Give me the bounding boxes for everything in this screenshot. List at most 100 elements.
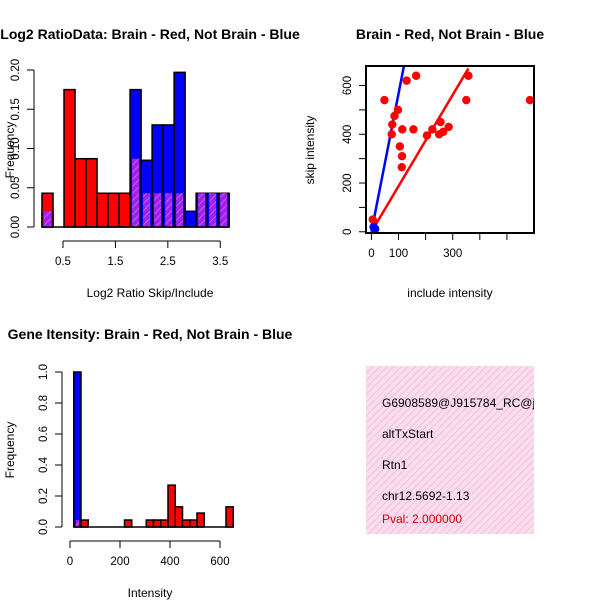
bar-brain — [74, 157, 87, 228]
intensity-histogram-title: Gene Itensity: Brain - Red, Not Brain - … — [8, 326, 293, 342]
bar-brain — [96, 192, 109, 228]
x-tick-label: 1.5 — [107, 256, 123, 268]
y-tick-label: 0.4 — [38, 456, 50, 473]
point-brain — [387, 130, 396, 139]
bar-overlap — [176, 193, 184, 227]
y-tick-label: 0.8 — [38, 395, 50, 411]
point-brain — [436, 117, 445, 127]
point-brain — [409, 125, 418, 134]
bar-brain — [181, 519, 191, 528]
point-brain — [388, 120, 397, 129]
info-pval: Pval: 2.000000 — [382, 512, 462, 526]
intensity-histogram-ylabel: Frequency — [3, 422, 17, 479]
bar-overlap — [165, 193, 173, 227]
point-not-brain — [371, 224, 380, 234]
x-tick-label: 0 — [368, 248, 374, 260]
point-brain — [368, 215, 377, 224]
point-brain — [395, 142, 405, 151]
x-tick-label: 600 — [210, 556, 229, 568]
point-brain — [464, 71, 473, 80]
plot-frame — [365, 65, 535, 234]
intensity-histogram-panel: Gene Itensity: Brain - Red, Not Brain - … — [3, 326, 293, 600]
y-tick-label: 0.0 — [38, 519, 50, 535]
bar-not-brain — [73, 371, 82, 528]
bar-brain — [160, 519, 169, 528]
bar-brain — [225, 506, 234, 528]
y-tick-label: 0.20 — [10, 59, 22, 81]
scatter-xlabel: include intensity — [407, 286, 492, 300]
bar-overlap — [209, 193, 217, 227]
bar-brain — [85, 157, 98, 228]
bar-brain — [63, 88, 76, 228]
point-brain — [397, 152, 407, 161]
y-tick-label: 0.2 — [38, 488, 50, 504]
info-gene-id: G6908589@J915784_RC@j — [382, 396, 535, 410]
y-tick-label: 0.00 — [10, 216, 22, 238]
point-brain — [422, 131, 432, 140]
ratio-histogram-xlabel: Log2 Ratio Skip/Include — [87, 286, 214, 300]
y-tick-label: 1.0 — [38, 364, 50, 380]
intensity-scatter-panel: Brain - Red, Not Brain - Blue 0 100 300 0 20… — [303, 26, 544, 300]
y-tick-label: 0 — [342, 229, 354, 235]
point-brain — [428, 125, 437, 134]
intensity-histogram-xlabel: Intensity — [128, 586, 173, 600]
point-brain — [393, 105, 403, 115]
y-tick-label: 600 — [342, 76, 354, 95]
point-brain — [397, 162, 406, 172]
ratio-histogram-title: Log2 RatioData: Brain - Red, Not Brain -… — [0, 26, 300, 42]
bar-brain — [167, 484, 176, 528]
point-brain — [398, 125, 407, 134]
bar-overlap — [143, 193, 151, 227]
info-gene-name: Rtn1 — [382, 458, 408, 472]
point-brain — [462, 95, 471, 105]
bar-brain — [145, 519, 155, 528]
y-tick-label: 0.05 — [10, 177, 22, 199]
point-brain — [411, 71, 421, 80]
y-tick-label: 0.15 — [10, 98, 22, 120]
fit-line-not-brain — [370, 65, 406, 233]
x-tick-label: 0.5 — [55, 256, 71, 268]
point-brain — [402, 76, 411, 85]
point-brain — [390, 111, 399, 121]
bar-overlap — [44, 211, 52, 227]
info-event-type: altTxStart — [382, 427, 434, 441]
y-tick-label: 0.10 — [10, 137, 22, 159]
point-brain — [444, 122, 453, 132]
bar-brain — [189, 519, 198, 528]
point-brain — [525, 95, 535, 105]
x-tick-label: 300 — [443, 248, 462, 260]
x-tick-label: 200 — [110, 556, 129, 568]
info-panel-background — [366, 366, 534, 534]
scatter-ylabel: skip intensity — [303, 116, 317, 185]
bar-overlap — [75, 520, 79, 527]
bar-overlap — [132, 158, 140, 227]
bar-overlap — [198, 193, 206, 227]
bar-overlap — [220, 193, 228, 227]
bar-brain — [196, 512, 205, 528]
x-tick-label: 2.5 — [160, 256, 176, 268]
info-location: chr12.5692-1.13 — [382, 489, 470, 503]
bar-overlap — [154, 193, 162, 227]
fit-line-brain — [370, 67, 470, 233]
bar-brain — [174, 506, 184, 528]
info-panel: G6908589@J915784_RC@j altTxStart Rtn1 ch… — [366, 366, 535, 534]
y-tick-label: 0.6 — [38, 426, 50, 442]
scatter-title: Brain - Red, Not Brain - Blue — [356, 26, 544, 42]
ratio-histogram-ylabel: Frequency — [3, 122, 17, 179]
x-tick-label: 0 — [67, 556, 73, 568]
x-tick-label: 3.5 — [212, 256, 228, 268]
point-brain — [380, 95, 389, 105]
bar-brain — [152, 519, 162, 528]
x-tick-label: 400 — [160, 556, 179, 568]
bar-brain — [107, 192, 120, 228]
info-panel-clip: G6908589@J915784_RC@j altTxStart Rtn1 ch… — [366, 366, 535, 534]
bar-brain — [80, 519, 89, 528]
bar-brain — [123, 519, 133, 528]
bar-brain — [118, 192, 131, 228]
bar-not-brain — [184, 210, 197, 228]
x-tick-label: 100 — [389, 248, 408, 260]
point-brain — [439, 127, 448, 137]
ratio-histogram-panel: Log2 RatioData: Brain - Red, Not Brain -… — [0, 26, 300, 300]
y-tick-label: 400 — [342, 125, 354, 144]
